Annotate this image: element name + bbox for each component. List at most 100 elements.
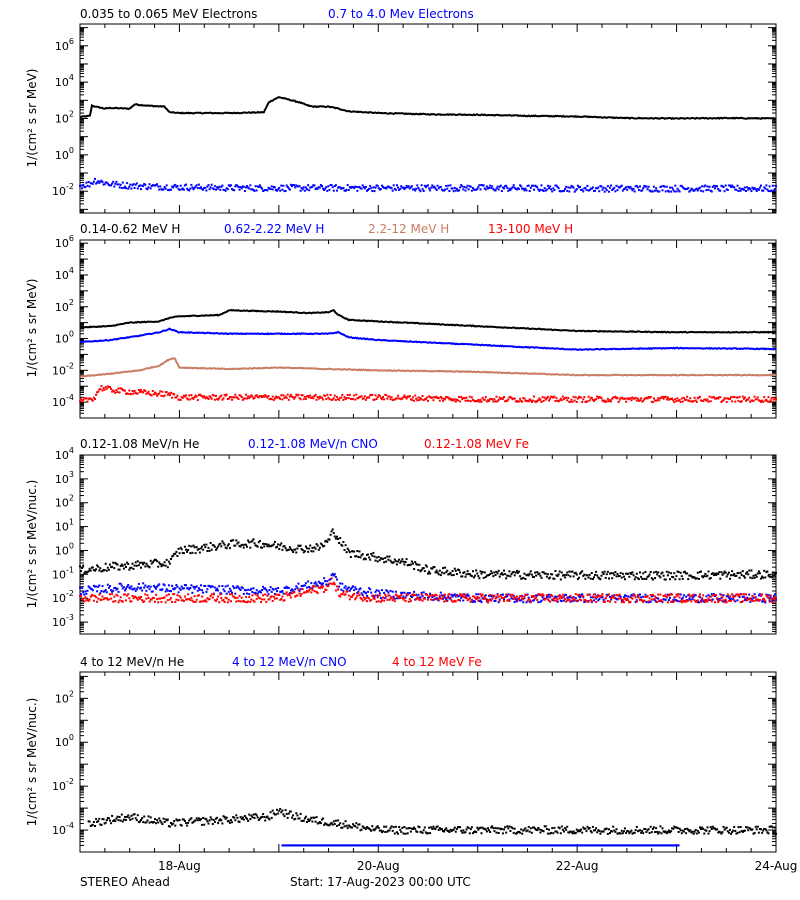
- data-point: [394, 590, 397, 593]
- data-point: [105, 387, 108, 390]
- data-point: [487, 827, 489, 830]
- data-point: [297, 393, 300, 396]
- data-point: [159, 563, 162, 566]
- data-point: [269, 596, 272, 599]
- data-point: [228, 396, 231, 399]
- data-point: [691, 576, 694, 579]
- data-point: [609, 399, 611, 402]
- data-point: [691, 188, 694, 191]
- data-point: [761, 575, 764, 578]
- data-point: [675, 826, 678, 829]
- data-point: [163, 821, 166, 823]
- data-point: [457, 595, 459, 598]
- data-point: [174, 587, 177, 590]
- data-point: [227, 598, 230, 601]
- data-point: [513, 574, 516, 577]
- panel-legend: 0.035 to 0.065 MeV Electrons 0.7 to 4.0 …: [80, 7, 474, 21]
- data-point: [573, 832, 576, 835]
- data-point: [581, 595, 584, 598]
- data-point: [221, 540, 224, 543]
- data-point: [84, 596, 87, 599]
- data-point: [179, 596, 182, 599]
- data-point: [637, 596, 640, 599]
- data-point: [95, 568, 98, 571]
- data-point: [640, 831, 643, 834]
- data-point: [316, 544, 319, 547]
- data-point: [706, 826, 709, 829]
- data-point: [287, 548, 290, 551]
- y-tick-label: 10-4: [52, 821, 74, 837]
- data-point: [536, 599, 539, 601]
- data-point: [686, 827, 689, 830]
- data-point: [459, 593, 462, 596]
- data-point: [284, 189, 287, 192]
- data-point: [316, 592, 319, 595]
- data-point: [336, 189, 338, 192]
- data-point: [176, 819, 179, 822]
- data-point: [751, 399, 754, 402]
- data-point: [132, 183, 135, 186]
- data-point: [667, 599, 670, 601]
- data-point: [756, 825, 759, 828]
- data-point: [150, 590, 153, 593]
- data-point: [176, 594, 179, 597]
- data-point: [299, 189, 302, 192]
- data-point: [539, 188, 542, 191]
- data-point: [136, 187, 139, 190]
- data-point: [576, 184, 579, 187]
- data-point: [404, 600, 407, 602]
- data-point: [357, 556, 360, 558]
- data-point: [756, 396, 759, 399]
- data-point: [321, 818, 323, 821]
- data-point: [650, 190, 653, 193]
- data-point: [618, 575, 621, 577]
- data-point: [569, 600, 572, 603]
- data-point: [571, 185, 574, 188]
- data-point: [151, 390, 154, 392]
- data-point: [389, 597, 392, 600]
- data-point: [618, 594, 621, 597]
- data-point: [652, 397, 655, 400]
- data-point: [173, 552, 176, 555]
- data-point: [680, 598, 683, 601]
- data-point: [613, 573, 616, 576]
- data-point: [326, 580, 329, 583]
- data-point: [642, 187, 645, 190]
- data-point: [453, 593, 456, 596]
- data-point: [569, 186, 572, 189]
- data-point: [359, 596, 362, 599]
- data-point: [491, 572, 494, 575]
- data-point: [158, 188, 161, 191]
- legend-label: 2.2-12 MeV H: [368, 222, 449, 236]
- data-point: [198, 600, 201, 603]
- data-point: [611, 577, 614, 580]
- data-point: [659, 576, 662, 579]
- data-point: [630, 573, 633, 575]
- data-point: [243, 190, 246, 192]
- data-point: [430, 567, 433, 570]
- data-point: [696, 599, 699, 602]
- data-point: [676, 600, 679, 603]
- data-point: [140, 188, 142, 191]
- data-point: [134, 817, 137, 820]
- data-point: [470, 599, 473, 602]
- data-point: [200, 547, 202, 550]
- data-point: [161, 390, 164, 393]
- data-point: [248, 541, 251, 544]
- data-point: [144, 821, 147, 824]
- data-point: [697, 601, 700, 604]
- data-point: [163, 186, 166, 188]
- data-point: [118, 568, 121, 571]
- data-point: [403, 597, 406, 600]
- data-point: [256, 395, 259, 398]
- data-point: [329, 533, 332, 536]
- data-point: [495, 596, 498, 599]
- data-point: [474, 596, 477, 599]
- data-point: [433, 827, 436, 830]
- data-point: [149, 559, 152, 562]
- data-point: [89, 397, 92, 400]
- y-tick-label: 104: [55, 266, 74, 282]
- data-point: [524, 593, 527, 596]
- data-point: [681, 577, 684, 580]
- data-point: [603, 600, 606, 603]
